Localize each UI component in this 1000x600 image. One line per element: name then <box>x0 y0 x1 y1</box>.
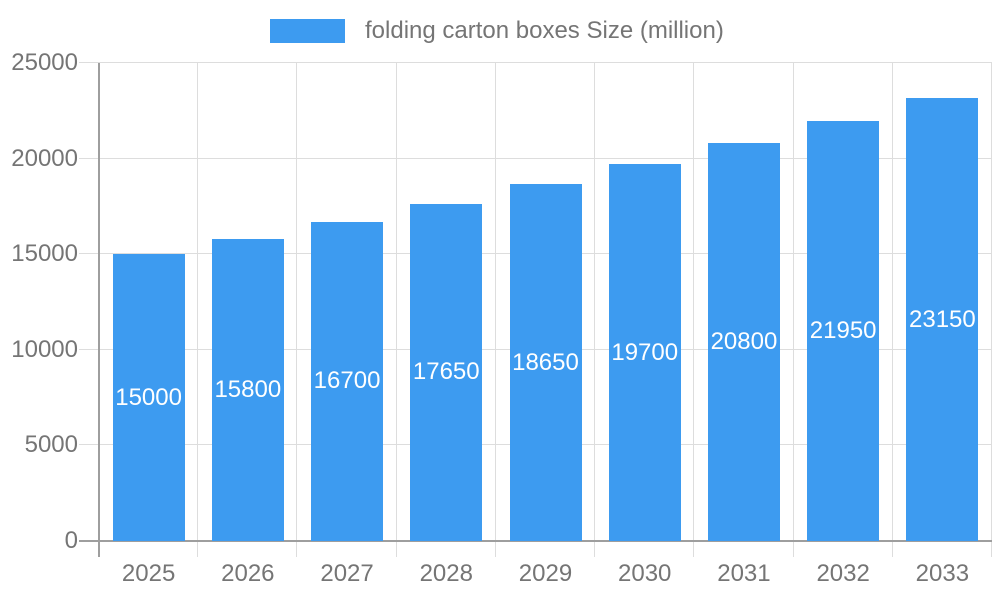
bar <box>807 121 880 541</box>
grid-line-vertical <box>296 63 298 557</box>
y-axis-line <box>98 63 100 557</box>
x-tick-label: 2031 <box>717 560 771 587</box>
x-tick-label: 2025 <box>121 560 176 587</box>
x-tick-label: 2028 <box>419 560 473 587</box>
grid-line-vertical <box>693 63 695 557</box>
bar <box>509 184 582 541</box>
grid-line-vertical <box>792 63 794 557</box>
legend-label: folding carton boxes Size (million) <box>365 17 724 44</box>
chart-legend: folding carton boxes Size (million) <box>270 19 724 43</box>
grid-line-vertical <box>395 63 397 557</box>
bar-value-label: 17650 <box>412 358 480 386</box>
grid-line-vertical <box>197 63 199 557</box>
grid-line-horizontal <box>79 157 992 159</box>
bar <box>311 221 384 541</box>
bar <box>112 254 185 541</box>
bar <box>906 98 979 541</box>
bar-value-label: 23150 <box>909 305 976 333</box>
grid-line-vertical <box>891 63 893 557</box>
bar-value-label: 19700 <box>611 338 679 366</box>
x-tick-label: 2033 <box>915 560 970 587</box>
x-tick-label: 2030 <box>618 560 672 587</box>
x-tick-label: 2027 <box>320 560 374 587</box>
bar-value-label: 20800 <box>710 328 778 356</box>
bar <box>211 238 284 541</box>
bar-value-label: 15800 <box>214 375 282 403</box>
x-tick-label: 2029 <box>518 560 573 587</box>
x-axis-line <box>79 540 992 542</box>
legend-swatch-icon <box>270 19 345 43</box>
y-tick-label: 0 <box>64 527 78 554</box>
grid-line-vertical <box>594 63 596 557</box>
x-tick-label: 2026 <box>221 560 275 587</box>
bar-value-label: 18650 <box>512 348 579 376</box>
grid-line-vertical <box>991 63 992 557</box>
y-tick-label: 10000 <box>11 335 78 363</box>
bar <box>707 143 780 541</box>
bar-value-label: 15000 <box>115 383 182 411</box>
y-tick-label: 15000 <box>11 240 78 268</box>
bar-value-label: 21950 <box>809 317 877 345</box>
bar-value-label: 16700 <box>313 367 381 395</box>
grid-line-horizontal <box>79 62 992 63</box>
bar <box>608 164 681 541</box>
y-tick-label: 5000 <box>24 431 78 459</box>
bar <box>410 203 483 541</box>
y-tick-label: 20000 <box>11 144 78 172</box>
y-tick-label: 25000 <box>11 49 78 76</box>
x-tick-label: 2032 <box>816 560 870 587</box>
grid-line-vertical <box>494 63 496 557</box>
